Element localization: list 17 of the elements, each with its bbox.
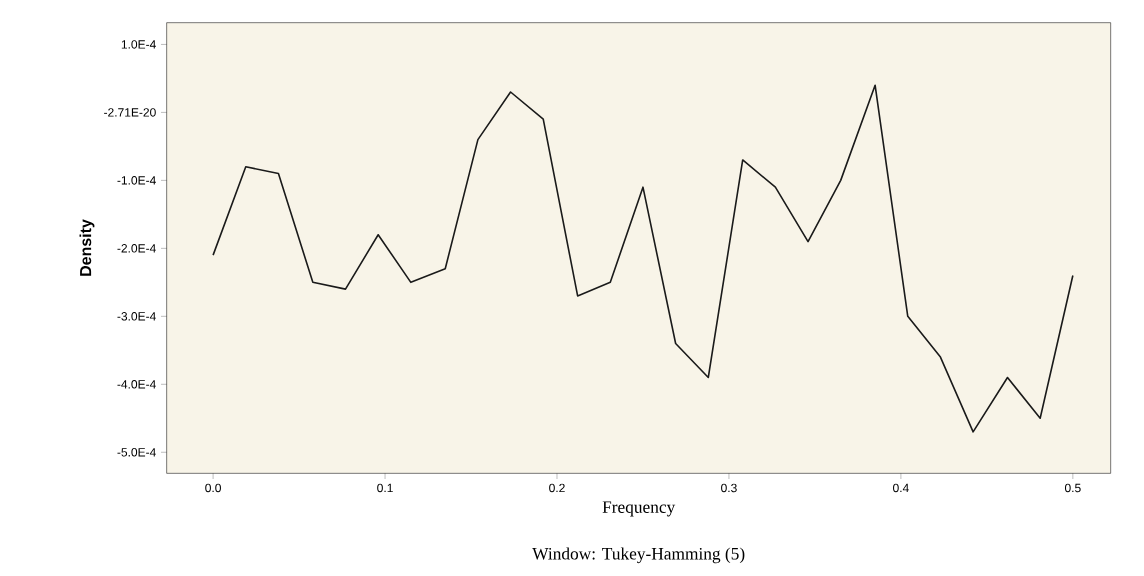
line-series xyxy=(212,84,1074,433)
y-tick-label: -5.0E-4 xyxy=(117,448,156,457)
y-tick-label: -2.0E-4 xyxy=(117,244,156,253)
x-tick-label: 0.5 xyxy=(1064,483,1081,493)
x-tick-label: 0.3 xyxy=(721,483,737,493)
x-tick-label: 0.2 xyxy=(549,483,565,493)
y-tick-label: -2.71E-20 xyxy=(104,108,156,117)
y-tick-label: 1.0E-4 xyxy=(121,40,156,49)
y-tick-label: -3.0E-4 xyxy=(117,312,156,321)
x-axis-title: Frequency xyxy=(602,501,676,517)
x-tick-label: 0.0 xyxy=(205,483,221,493)
x-tick-label: 0.1 xyxy=(377,483,393,493)
text: Window: Tukey-Hamming (5) xyxy=(532,547,745,564)
x-tick-label: 0.4 xyxy=(893,483,909,493)
y-tick-label: -4.0E-4 xyxy=(117,380,156,389)
y-axis-title: Density xyxy=(79,219,95,276)
y-tick-label: -1.0E-4 xyxy=(117,176,156,185)
